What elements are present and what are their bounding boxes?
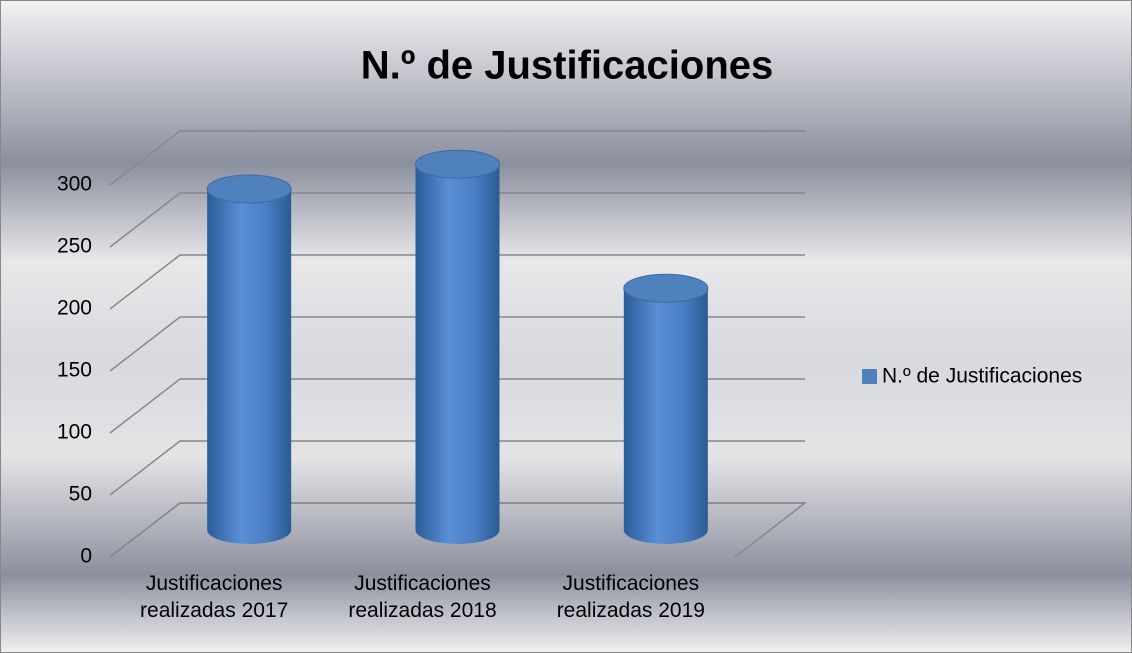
grid-line	[109, 254, 805, 310]
grid-line	[109, 316, 805, 372]
y-tick-label: 250	[57, 235, 92, 258]
y-tick-label: 0	[80, 545, 92, 568]
y-tick-label: 200	[57, 297, 92, 320]
y-tick-label: 150	[57, 359, 92, 382]
y-tick-label: 300	[57, 173, 92, 196]
grid-line	[109, 130, 805, 186]
cylinder	[623, 288, 708, 544]
cylinder-top	[623, 273, 709, 303]
grid-line	[109, 378, 805, 434]
cylinder-top	[415, 149, 500, 179]
cylinder	[207, 189, 292, 544]
x-tick-label: Justificaciones realizadas 2017	[140, 572, 289, 622]
y-tick-label: 50	[69, 483, 92, 506]
x-tick-label: Justificaciones realizadas 2019	[556, 572, 705, 622]
cylinder-top	[206, 174, 292, 204]
x-tick-label: Justificaciones realizadas 2018	[348, 572, 497, 622]
grid-line	[109, 440, 805, 496]
chart-title: N.º de Justificaciones	[361, 44, 774, 88]
grid-line	[109, 502, 805, 558]
legend-swatch	[862, 369, 877, 384]
y-tick-label: 100	[57, 421, 92, 444]
cylinder	[415, 164, 500, 544]
legend-label: N.º de Justificaciones	[882, 365, 1082, 388]
grid-line	[109, 192, 805, 248]
